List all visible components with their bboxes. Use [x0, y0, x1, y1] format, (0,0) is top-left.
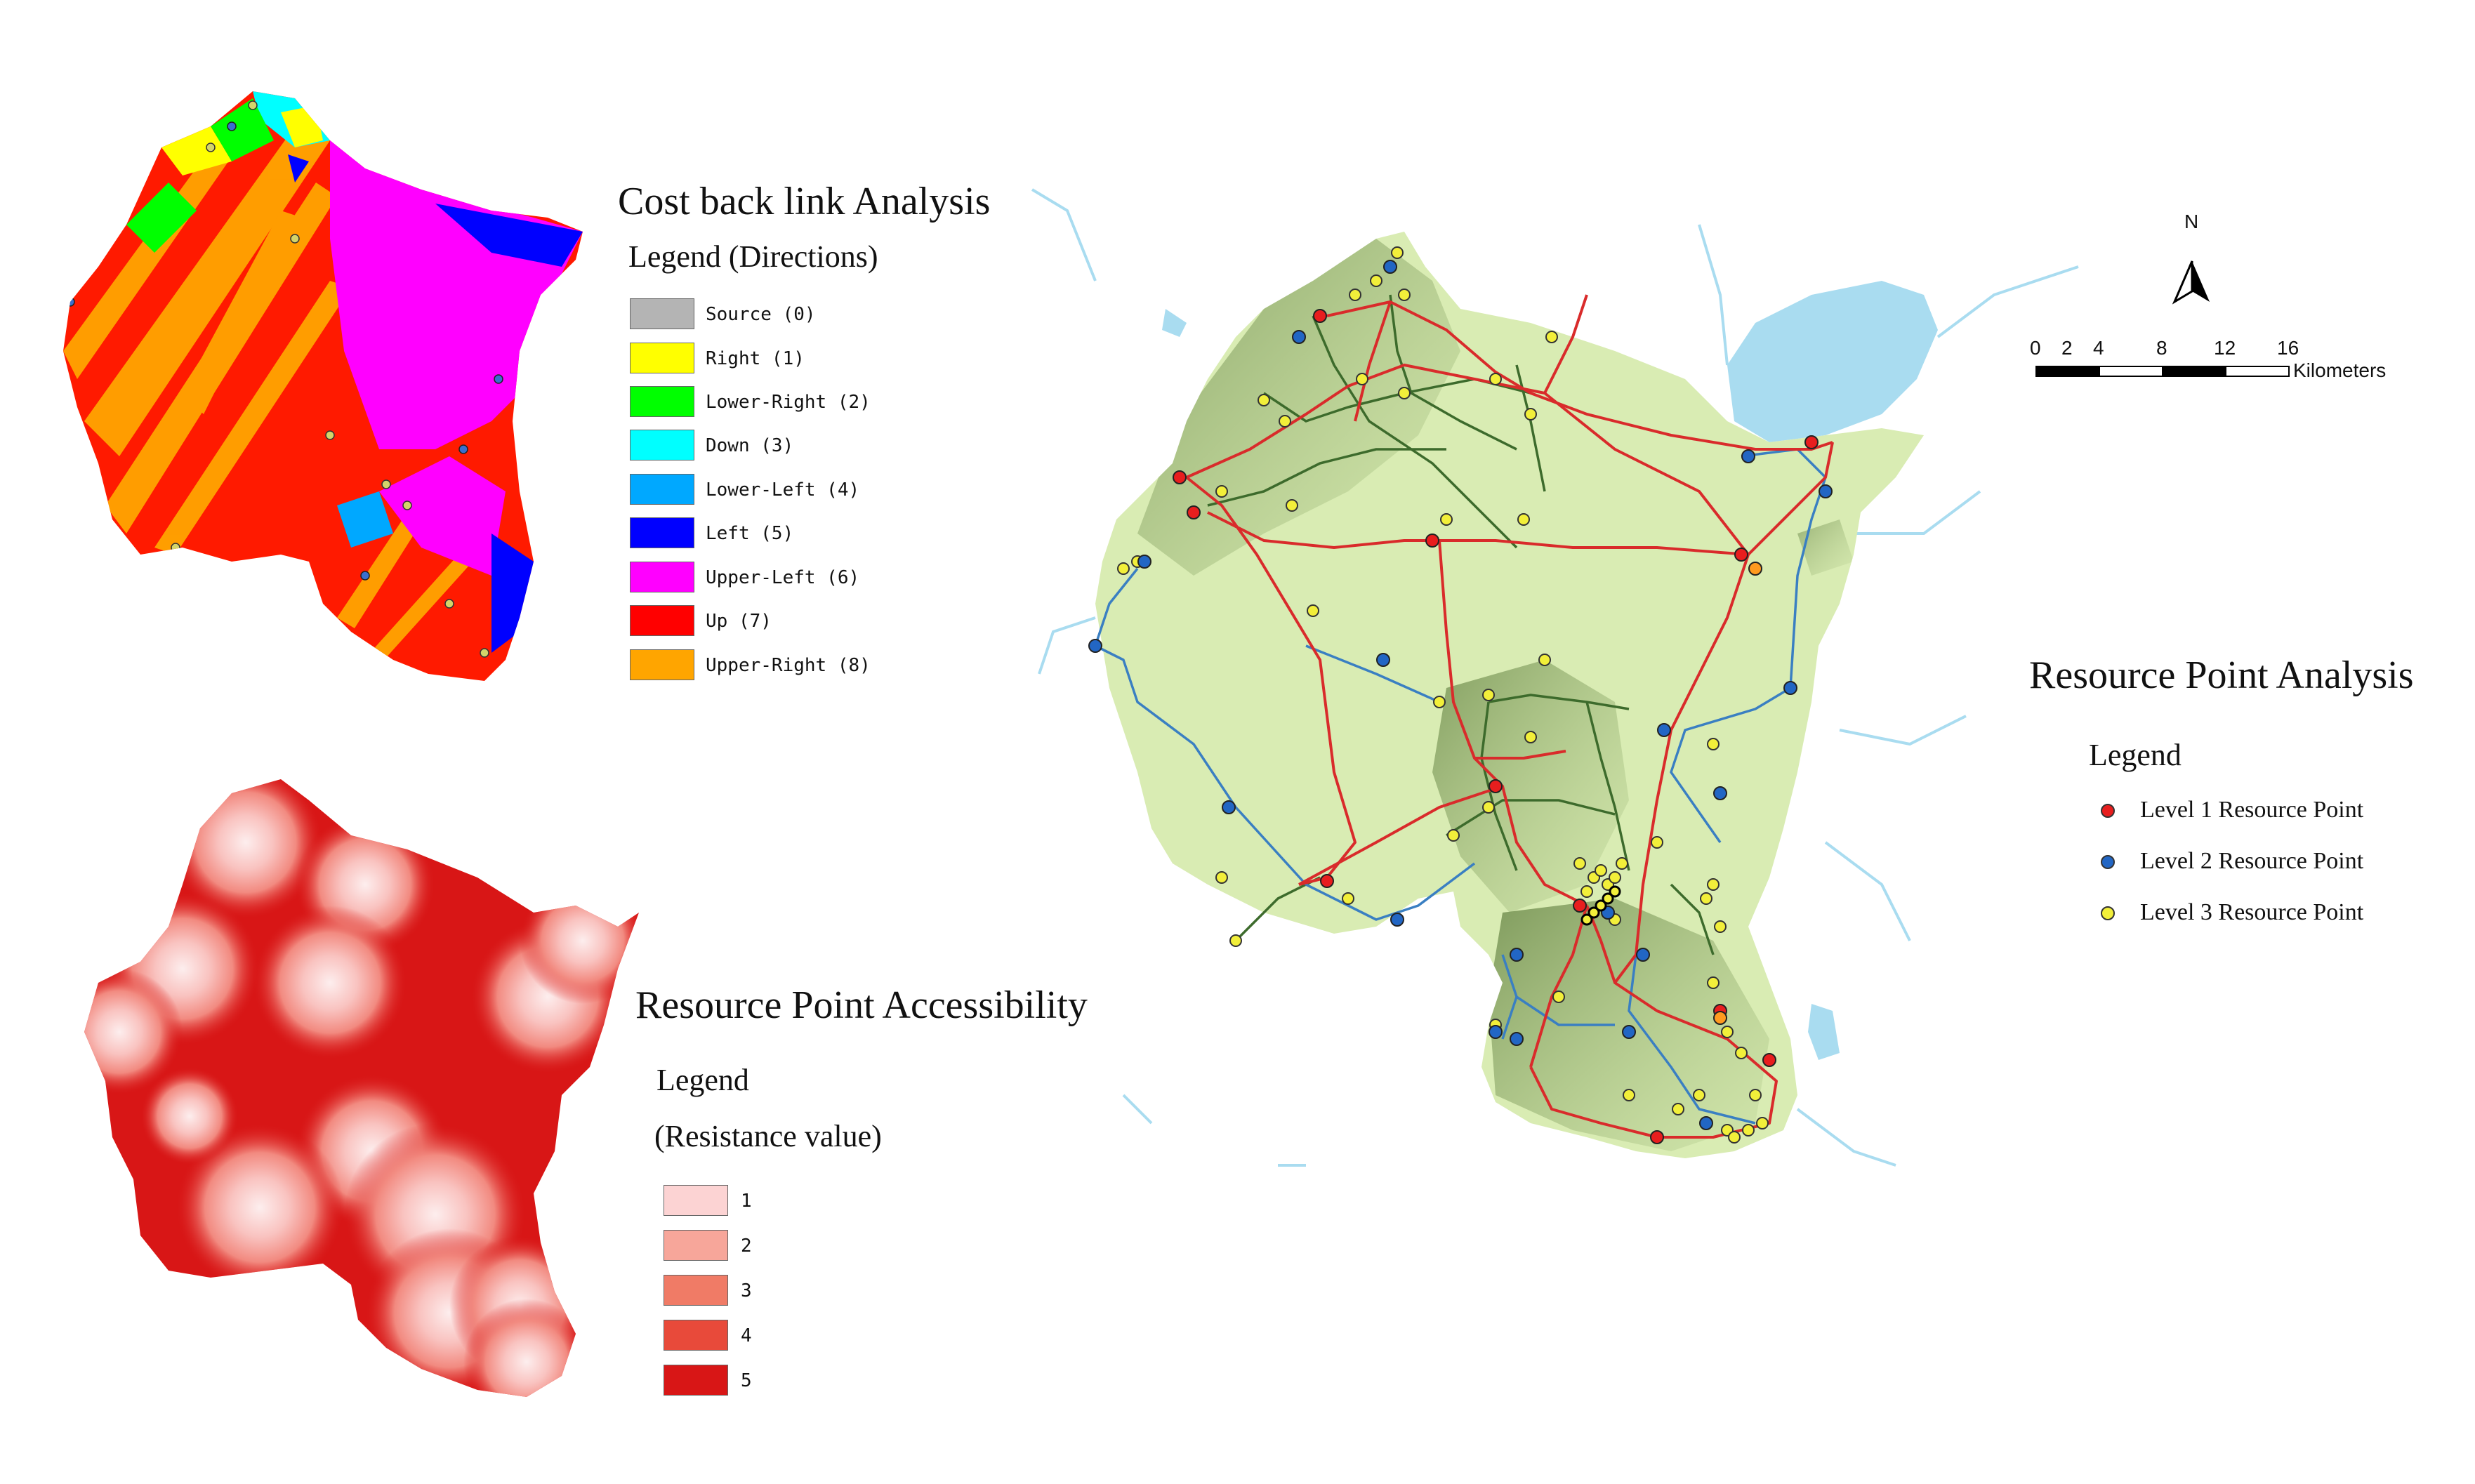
legend-swatch-left — [630, 517, 694, 548]
resource-point-map — [1031, 188, 2079, 1167]
scale-tick: 4 — [2093, 337, 2104, 359]
resistance-swatch-4 — [664, 1320, 728, 1351]
legend-label: 4 — [741, 1325, 752, 1346]
accessibility-legend-title: Legend — [656, 1063, 749, 1097]
accessibility-map — [84, 779, 639, 1397]
scale-unit: Kilometers — [2293, 359, 2387, 381]
legend-label: Left (5) — [706, 523, 794, 544]
legend-label: Upper-Left (6) — [706, 567, 860, 588]
legend-label: Up (7) — [706, 611, 772, 632]
legend-label: Lower-Right (2) — [706, 392, 871, 413]
scale-tick: 12 — [2214, 337, 2236, 359]
scale-tick: 0 — [2030, 337, 2041, 359]
resistance-swatch-2 — [664, 1230, 728, 1261]
north-arrow-icon — [2172, 260, 2210, 305]
resistance-swatch-3 — [664, 1275, 728, 1306]
resource-legend-title: Legend — [2089, 738, 2182, 772]
legend-label: Right (1) — [706, 348, 805, 369]
legend-label: Down (3) — [706, 435, 794, 456]
resource-legend-markers — [2101, 804, 2115, 920]
legend-label-level2: Level 2 Resource Point — [2140, 848, 2364, 874]
legend-swatch-up — [630, 605, 694, 636]
level1-marker — [2101, 804, 2115, 818]
scale-tick: 2 — [2061, 337, 2073, 359]
resistance-swatch-1 — [664, 1185, 728, 1216]
resource-panel-title: Resource Point Analysis — [2029, 654, 2414, 697]
legend-label: 3 — [741, 1280, 752, 1301]
legend-label: Upper-Right (8) — [706, 655, 871, 676]
cost-back-link-map — [63, 91, 583, 681]
legend-label: Lower-Left (4) — [706, 479, 860, 501]
cost-legend-title: Legend (Directions) — [628, 239, 878, 274]
resistance-swatch-5 — [664, 1365, 728, 1396]
legend-swatch-upper-right — [630, 649, 694, 680]
legend-label: 1 — [741, 1191, 752, 1212]
level2-marker — [2101, 855, 2115, 869]
legend-label-level3: Level 3 Resource Point — [2140, 899, 2364, 925]
legend-swatch-lower-right — [630, 386, 694, 417]
north-label: N — [2184, 211, 2199, 232]
legend-label: 2 — [741, 1235, 752, 1257]
legend-label: 5 — [741, 1370, 752, 1391]
legend-swatch-lower-left — [630, 474, 694, 505]
level3-marker — [2101, 906, 2115, 920]
legend-swatch-source — [630, 298, 694, 329]
legend-swatch-right — [630, 343, 694, 373]
legend-swatch-down — [630, 430, 694, 461]
legend-label-level1: Level 1 Resource Point — [2140, 797, 2364, 823]
legend-swatch-upper-left — [630, 562, 694, 592]
scale-tick: 16 — [2277, 337, 2299, 359]
scale-bar — [2035, 366, 2290, 377]
accessibility-panel-title: Resource Point Accessibility — [635, 983, 1088, 1027]
cost-panel-title: Cost back link Analysis — [618, 180, 991, 223]
accessibility-legend-subtitle: (Resistance value) — [654, 1119, 882, 1153]
legend-label: Source (0) — [706, 304, 816, 325]
scale-tick: 8 — [2156, 337, 2167, 359]
